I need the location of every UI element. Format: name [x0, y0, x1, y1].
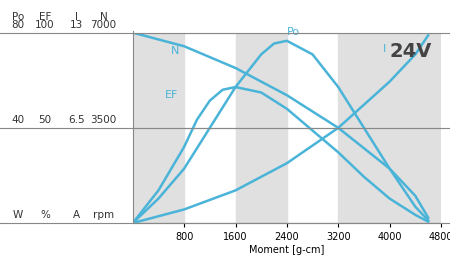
Text: 50: 50	[38, 115, 52, 125]
Text: Po: Po	[287, 27, 300, 37]
Text: 40: 40	[11, 115, 25, 125]
Text: EF: EF	[39, 12, 51, 22]
Text: 6.5: 6.5	[68, 115, 85, 125]
Text: 24V: 24V	[389, 42, 432, 61]
Bar	[133, 33, 184, 223]
X-axis label: Moment [g-cm]: Moment [g-cm]	[249, 245, 324, 255]
Bar	[390, 33, 441, 223]
Bar	[235, 33, 287, 223]
Text: N: N	[99, 12, 108, 22]
Text: Po: Po	[12, 12, 24, 22]
Text: EF: EF	[165, 90, 178, 100]
Text: %: %	[40, 210, 50, 220]
Text: rpm: rpm	[93, 210, 114, 220]
Text: 100: 100	[35, 20, 55, 30]
Text: I: I	[75, 12, 78, 22]
Text: 3500: 3500	[90, 115, 117, 125]
Text: 13: 13	[70, 20, 83, 30]
Text: N: N	[171, 47, 180, 56]
Text: 7000: 7000	[90, 20, 117, 30]
Bar	[338, 33, 390, 223]
Text: I: I	[383, 44, 387, 54]
Text: 80: 80	[11, 20, 25, 30]
Text: A: A	[73, 210, 80, 220]
Text: W: W	[13, 210, 23, 220]
